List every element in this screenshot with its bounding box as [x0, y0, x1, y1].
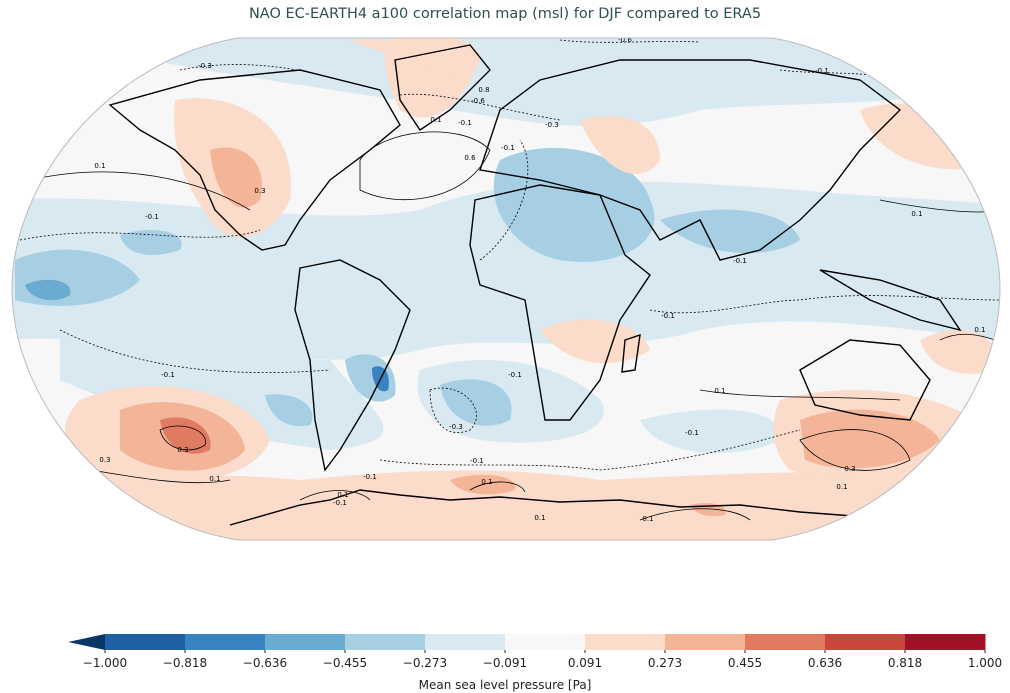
colorbar-tick-label: −1.000 [83, 656, 127, 670]
colorbar-tick-label: 0.273 [648, 656, 682, 670]
colorbar-segment [665, 634, 746, 650]
contour-label: -0.3 [449, 423, 463, 431]
figure-title: NAO EC-EARTH4 a100 correlation map (msl)… [248, 6, 762, 22]
region-arctic-negative [150, 38, 1000, 126]
region-arctic-positive [350, 40, 460, 80]
contour-label: -0.1 [363, 473, 377, 481]
region-pacific-west-positive [920, 330, 1000, 374]
colorbar-tick-label: 0.455 [728, 656, 762, 670]
contour-label: 0.8 [478, 86, 489, 94]
contour-label: 0.1 [481, 478, 492, 486]
contour-label: 0.1 [911, 210, 922, 218]
colorbar-segment [585, 634, 666, 650]
colorbar: −1.000 −0.818 −0.636 −0.455 −0.273 −0.091 0.09… [68, 634, 1002, 670]
colorbar-tick-label: −0.636 [243, 656, 287, 670]
map-boundary [11, 37, 1001, 541]
contour-label: -0.6 [471, 97, 485, 105]
region-madagascar-positive [540, 319, 650, 364]
region-siberia-positive [580, 116, 660, 175]
contour-label: 0.1 [974, 326, 985, 334]
colorbar-segment [345, 634, 426, 650]
contour-label: 0.3 [254, 187, 265, 195]
region-south-atlantic-negative-2 [440, 379, 512, 426]
colorbar-segment [745, 634, 826, 650]
colorbar-tick-label: −0.273 [403, 656, 447, 670]
contour-label: -0.1 [685, 429, 699, 437]
contour-label: -0.1 [508, 371, 522, 379]
region-india-negative [660, 209, 800, 254]
contour-label: 0.1 [94, 162, 105, 170]
contour-label: -0.3 [198, 62, 212, 70]
region-south-indian-negative [640, 409, 781, 454]
contour-label: -0.3 [545, 121, 559, 129]
colorbar-tick-label: −0.091 [483, 656, 527, 670]
contour-lines [19, 39, 1000, 521]
contour-label: -0.1 [733, 257, 747, 265]
contour-label: 0.1 [714, 387, 725, 395]
contour-label: -0.1 [145, 213, 159, 221]
contour-label: 0.3 [844, 465, 855, 473]
colorbar-tick-label: 1.000 [968, 656, 1002, 670]
region-pacific-core-negative [25, 279, 71, 301]
colorbar-tick-label: 0.818 [888, 656, 922, 670]
colorbar-extend-min [68, 634, 105, 650]
colorbar-tick-label: −0.455 [323, 656, 367, 670]
colorbar-tick-label: −0.818 [163, 656, 207, 670]
colorbar-tick-label: 0.091 [568, 656, 602, 670]
contour-label: 0.3 [99, 456, 110, 464]
contour-label: -0.1 [815, 67, 829, 75]
contour-label: -0.1 [458, 119, 472, 127]
contour-label: 0.3 [177, 446, 188, 454]
contour-labels: -0.6-0.30.8-0.60.1 -0.10.60.10.3-0.1 0.1-0… [94, 36, 985, 523]
region-north-america-core-positive [210, 147, 262, 208]
coastlines [108, 44, 962, 526]
colorbar-segment [905, 634, 986, 650]
region-sahara-negative [493, 147, 655, 262]
colorbar-segment [425, 634, 506, 650]
contour-label: 0.6 [464, 154, 476, 162]
region-antarctic-positive [12, 470, 1000, 540]
colorbar-tick-label: 0.636 [808, 656, 842, 670]
contour-label: 0.1 [430, 116, 441, 124]
contour-label: -0.1 [661, 312, 675, 320]
colorbar-segment [265, 634, 346, 650]
colorbar-segment [185, 634, 266, 650]
contour-label: -0.1 [501, 144, 515, 152]
contour-label: -0.6 [618, 36, 632, 44]
contour-label: 0.1 [209, 475, 220, 483]
contour-label: -0.1 [333, 499, 347, 507]
contour-label: 0.1 [337, 491, 348, 499]
contour-label: -0.1 [470, 457, 484, 465]
colorbar-label: Mean sea level pressure [Pa] [419, 678, 592, 692]
region-southeast-pacific-negative [265, 394, 313, 427]
colorbar-segment [105, 634, 186, 650]
contour-label: -0.1 [161, 371, 175, 379]
contour-label: 0.1 [836, 483, 847, 491]
correlation-field: -0.6-0.30.8-0.60.1 -0.10.60.10.3-0.1 0.1-0… [12, 36, 1000, 540]
colorbar-segment [505, 634, 586, 650]
contour-label: 0.1 [534, 514, 545, 522]
region-pacific-negative-2 [120, 230, 182, 255]
colorbar-segment [825, 634, 906, 650]
contour-label: 0.1 [642, 515, 653, 523]
region-south-indian-mid-positive [800, 409, 940, 469]
